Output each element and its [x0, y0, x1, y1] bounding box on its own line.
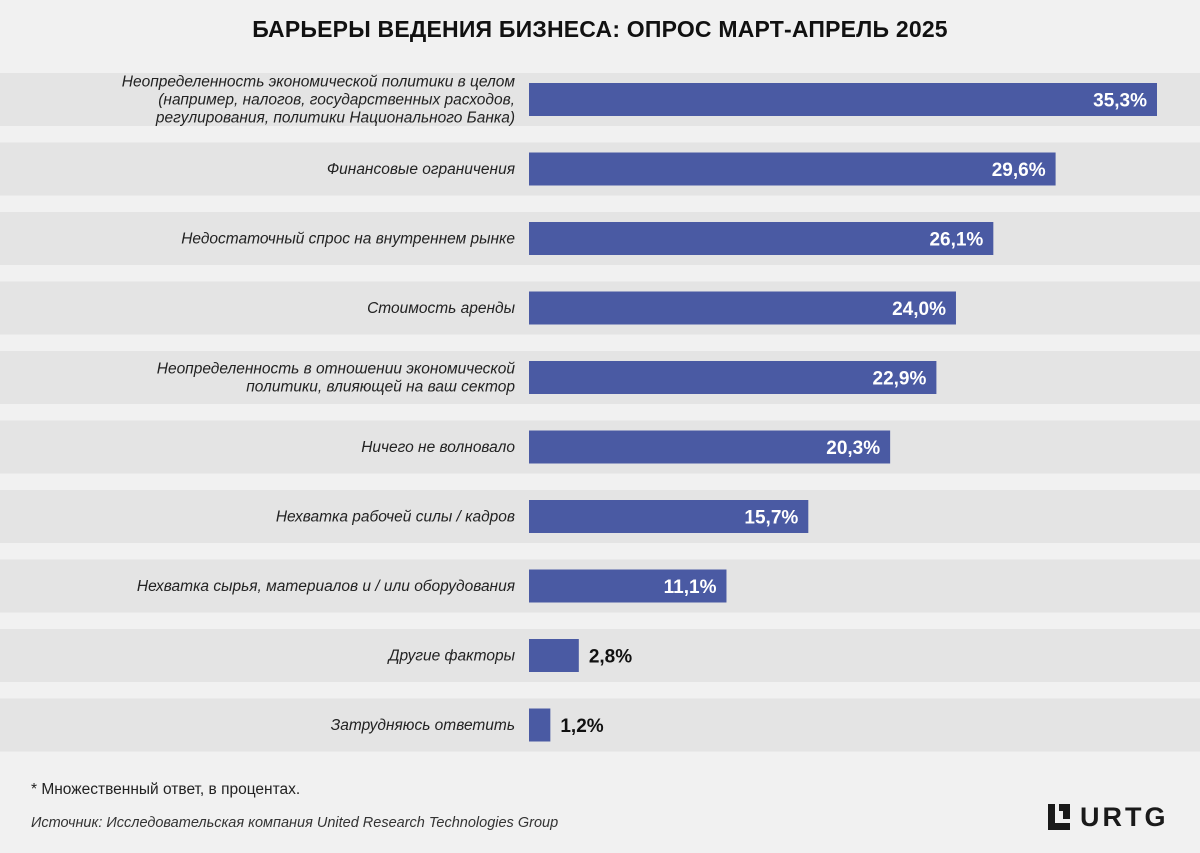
value-label: 2,8%: [589, 647, 632, 668]
row-band: [0, 698, 1200, 752]
bar: [529, 222, 994, 255]
bar: [529, 83, 1157, 116]
value-label: 15,7%: [744, 508, 798, 529]
value-label: 26,1%: [929, 230, 983, 251]
bar: [529, 361, 937, 394]
category-label: Недостаточный спрос на внутреннем рынке: [181, 231, 515, 248]
bar-chart: Неопределенность экономической политики …: [0, 73, 1200, 752]
bar: [529, 569, 727, 603]
category-label: Затрудняюсь ответить: [331, 717, 515, 734]
category-label: Неопределенность экономической политики …: [122, 74, 516, 127]
row-band: [0, 629, 1200, 682]
bar: [529, 152, 1056, 186]
bar: [529, 291, 956, 325]
urtg-logo: URTG: [1046, 800, 1169, 834]
category-label: Ничего не волновало: [361, 439, 515, 456]
category-label: Неопределенность в отношении экономическ…: [157, 361, 516, 396]
bar: [529, 500, 809, 533]
bar: [529, 708, 551, 742]
category-label: Нехватка рабочей силы / кадров: [276, 509, 515, 526]
category-label: Нехватка сырья, материалов и / или обору…: [137, 578, 515, 595]
value-label: 22,9%: [873, 369, 927, 390]
bar: [529, 430, 891, 464]
category-label: Стоимость аренды: [367, 300, 515, 317]
value-label: 1,2%: [560, 716, 603, 737]
value-label: 24,0%: [892, 299, 946, 320]
footnote: * Множественный ответ, в процентах.: [31, 781, 301, 798]
value-label: 29,6%: [992, 160, 1046, 181]
value-label: 11,1%: [664, 577, 717, 598]
category-label: Финансовые ограничения: [327, 161, 515, 178]
urtg-logo-icon: [1048, 804, 1070, 830]
bar: [529, 639, 579, 672]
chart-title: БАРЬЕРЫ ВЕДЕНИЯ БИЗНЕСА: ОПРОС МАРТ-АПРЕ…: [252, 16, 948, 42]
value-label: 35,3%: [1093, 91, 1147, 112]
value-label: 20,3%: [826, 438, 880, 459]
source-note: Источник: Исследовательская компания Uni…: [31, 815, 559, 831]
logo-text: URTG: [1080, 801, 1169, 832]
category-label: Другие факторы: [387, 648, 516, 665]
